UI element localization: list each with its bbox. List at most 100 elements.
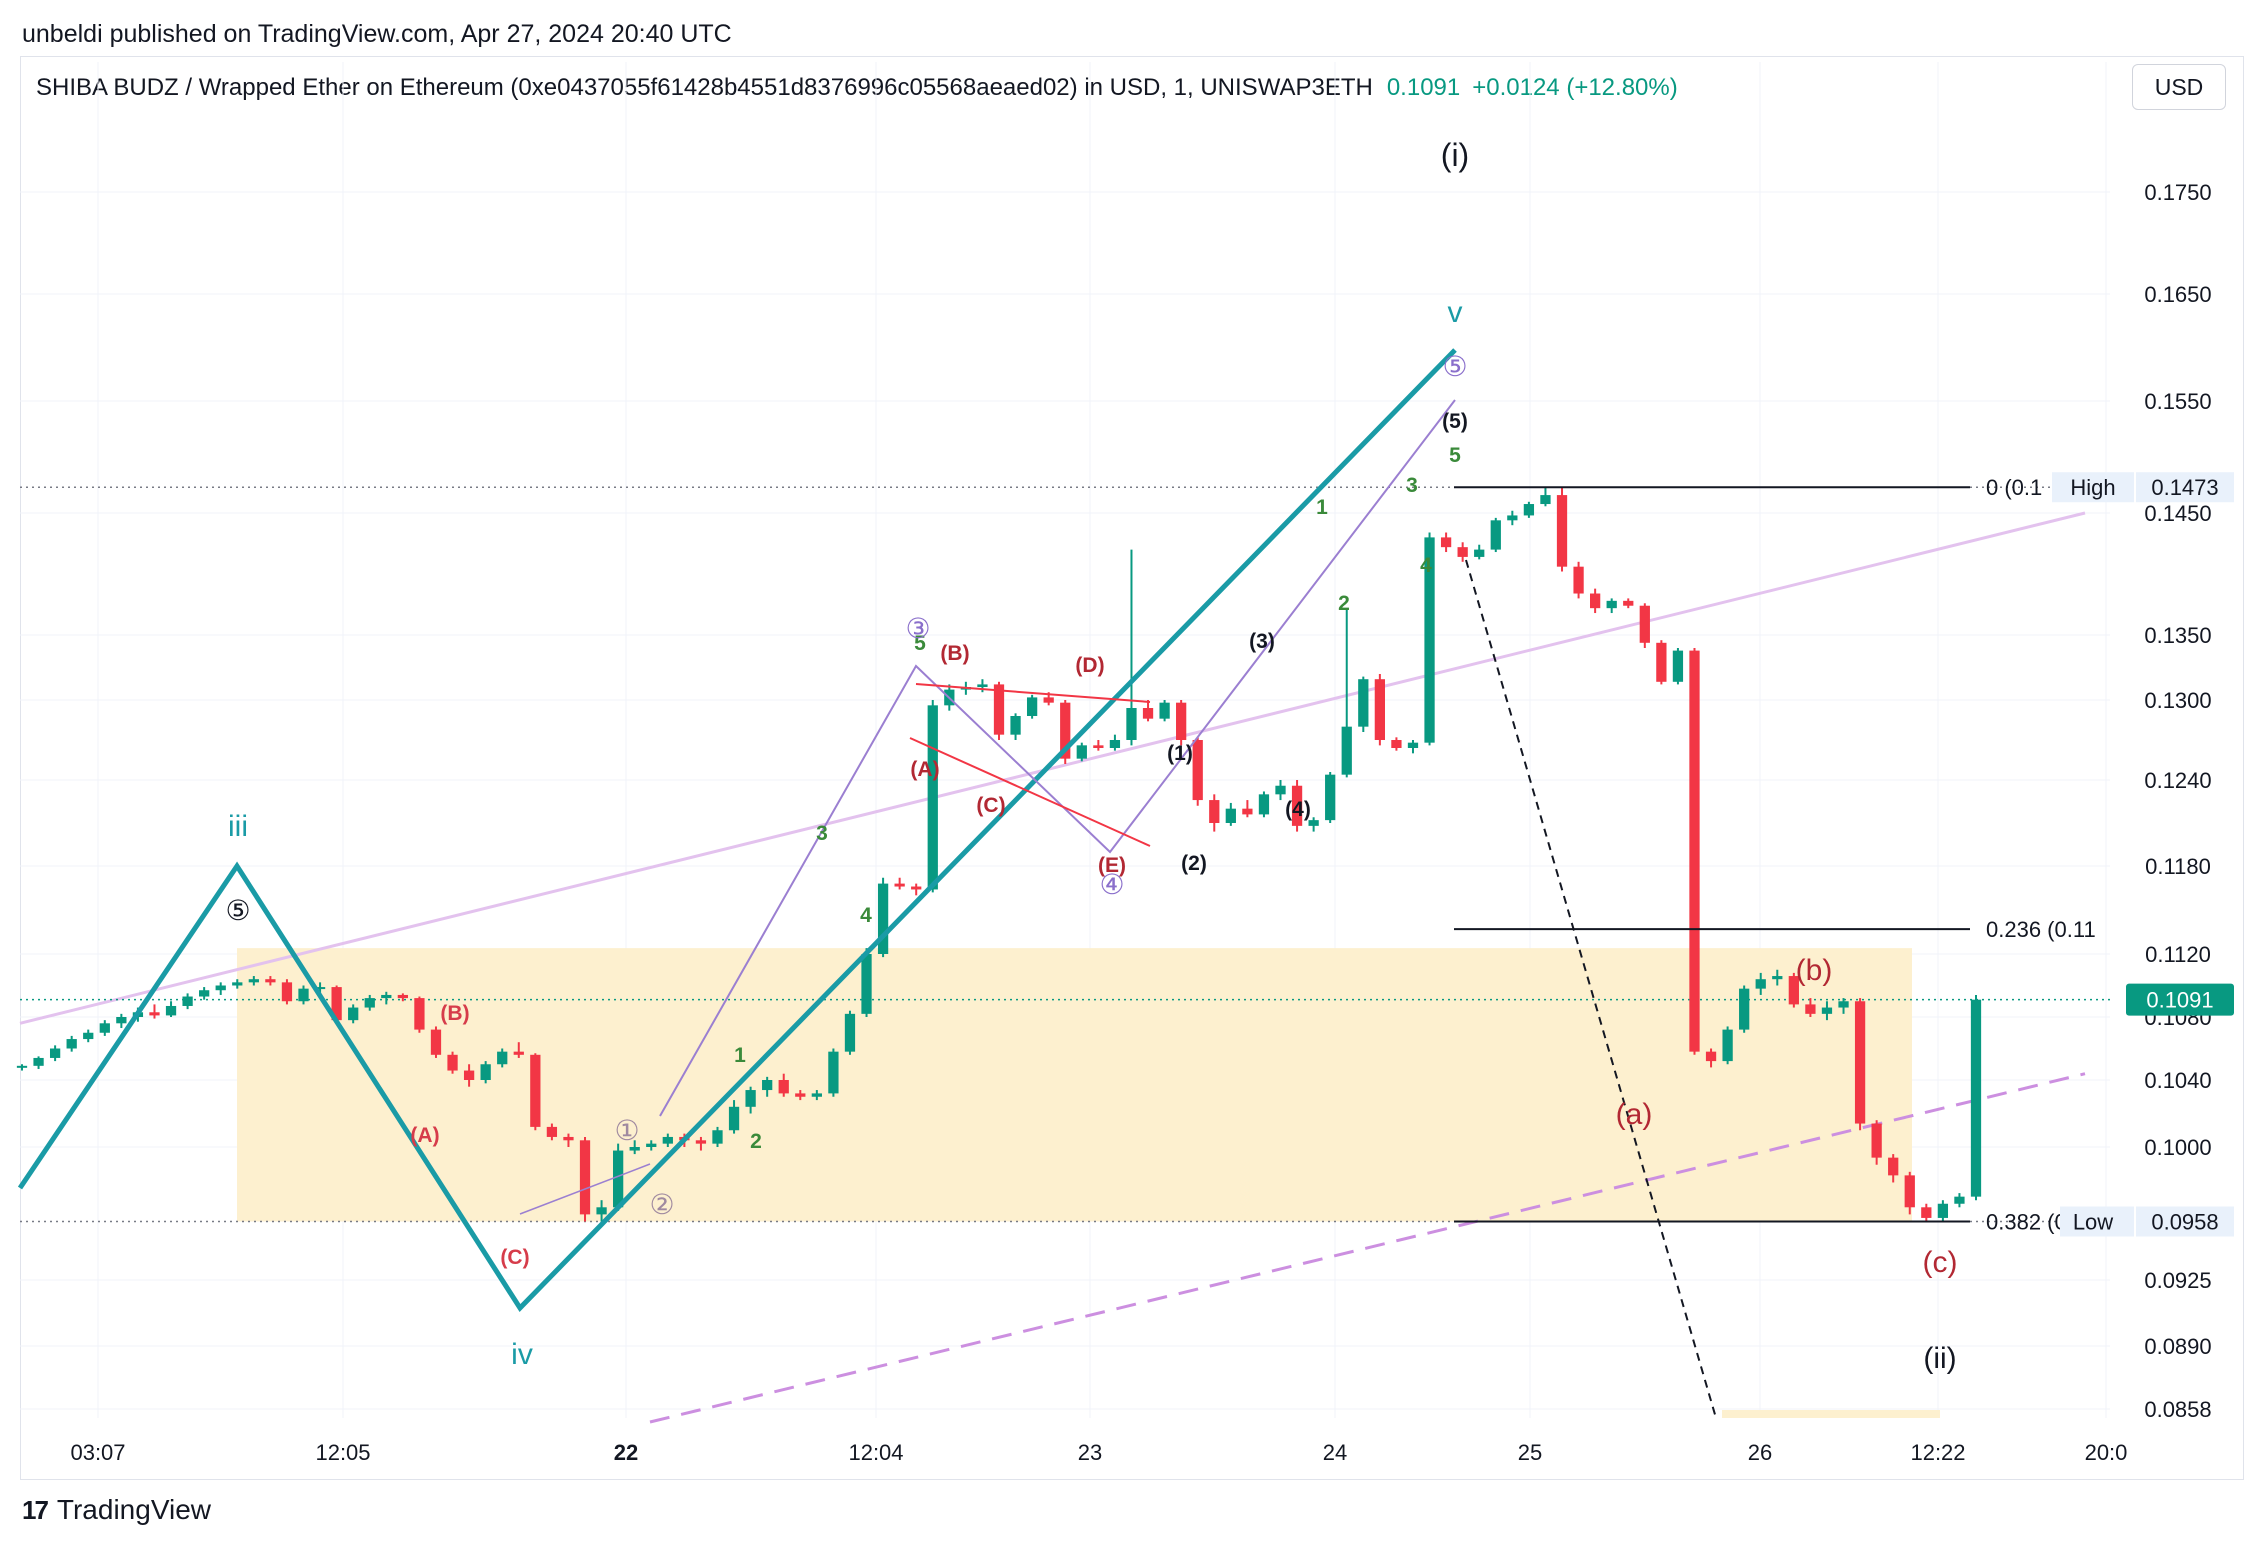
currency-button[interactable]: USD [2132, 64, 2226, 110]
wave-label: 5 [914, 632, 926, 655]
candle-body [116, 1017, 127, 1024]
candle-body [1474, 549, 1485, 557]
candle-body [348, 1007, 359, 1021]
candle-body [894, 883, 905, 887]
candle-body [1556, 495, 1568, 567]
y-tick-label: 0.0890 [2144, 1334, 2211, 1359]
wave-label: ② [649, 1189, 674, 1220]
candle-body [314, 987, 326, 990]
candle-body [1921, 1207, 1932, 1218]
candle-body [281, 982, 293, 1002]
candle-body [1821, 1007, 1833, 1014]
candle-body [662, 1136, 673, 1144]
candle-body [1109, 740, 1121, 748]
candle-body [1937, 1203, 1949, 1218]
candle-body [1325, 774, 1336, 821]
x-tick-label: 24 [1323, 1440, 1347, 1465]
candle-body [530, 1054, 541, 1127]
candle-body [16, 1065, 28, 1068]
candle-body [1275, 785, 1286, 795]
x-tick-label: 03:07 [70, 1440, 125, 1465]
candle-body [1391, 740, 1402, 748]
header-change: +0.0124 (+12.80%) [1472, 74, 1678, 101]
candle-body [1970, 999, 1982, 1197]
candle-body [613, 1150, 624, 1208]
candle-body [795, 1093, 806, 1097]
candle-body [265, 979, 276, 983]
last-price-tag-bg [2126, 983, 2234, 1016]
candle-body [1176, 702, 1187, 740]
candle-body [1424, 537, 1435, 743]
wave-label: ⑤ [1442, 351, 1467, 382]
candle-body [1440, 537, 1452, 548]
wave-label: (D) [1075, 654, 1104, 677]
x-tick-label: 23 [1078, 1440, 1102, 1465]
candle-body [248, 979, 259, 983]
brand-name: TradingView [56, 1494, 212, 1525]
candle-body [745, 1090, 756, 1107]
wave-label: ⑤ [225, 895, 250, 926]
candle-body [1590, 593, 1601, 609]
candle-body [232, 982, 243, 986]
candle-body [1291, 785, 1303, 826]
candle-body [1606, 600, 1617, 609]
wave-label: 1 [1316, 496, 1328, 519]
wave-label: (a) [1616, 1098, 1653, 1131]
candle-body [381, 994, 392, 999]
candle-body [1258, 794, 1270, 815]
wave-label: (C) [500, 1246, 529, 1269]
y-tick-label: 0.1350 [2144, 623, 2211, 648]
candle-body [199, 990, 210, 997]
wave-label: 1 [734, 1044, 746, 1067]
candle-body [911, 886, 922, 890]
wave-label: (3) [1249, 630, 1275, 653]
x-tick-label: 12:05 [315, 1440, 370, 1465]
y-tick-label: 0.1040 [2144, 1068, 2211, 1093]
candle-body [712, 1130, 723, 1144]
candle-body [33, 1057, 44, 1066]
candle-body [629, 1147, 640, 1151]
candle-body [49, 1048, 61, 1058]
candle-body [1689, 650, 1700, 1052]
candle-body [1772, 976, 1783, 980]
candle-body [1159, 702, 1170, 719]
wave-label: (B) [440, 1002, 469, 1025]
x-tick-label: 25 [1518, 1440, 1542, 1465]
candle-body [1490, 520, 1501, 550]
wave-label: v [1448, 296, 1463, 329]
candle-body [1871, 1123, 1882, 1158]
candle-body [497, 1051, 508, 1065]
wave-label: iii [228, 810, 248, 843]
candle-body [1093, 745, 1104, 748]
candle-body [149, 1012, 160, 1016]
symbol-header: SHIBA BUDZ / Wrapped Ether on Ethereum (… [36, 74, 1678, 102]
candle-body [99, 1023, 110, 1033]
wave-label: 4 [860, 904, 872, 927]
candle-body [1507, 515, 1518, 521]
tv-logo-icon: 17 [22, 1494, 49, 1525]
wave-label: (5) [1442, 410, 1468, 433]
candle-body [1639, 605, 1650, 643]
candle-body [695, 1140, 707, 1144]
triangle-upper-line [915, 683, 1151, 703]
elliott-wave-path [17, 348, 1457, 1312]
candle-body [1854, 1001, 1866, 1124]
candle-body [1043, 697, 1054, 703]
candle-body [1242, 808, 1253, 815]
candle-body [298, 988, 309, 1002]
high-value-label: 0.1473 [2151, 475, 2218, 500]
candle-body [1722, 1029, 1733, 1062]
candle-body [1705, 1051, 1717, 1062]
candle-body [811, 1093, 822, 1097]
symbol-title: SHIBA BUDZ / Wrapped Ether on Ethereum (… [36, 74, 1373, 101]
wave-label: ③ [905, 613, 930, 644]
candle-body [1755, 979, 1766, 989]
candle-body [778, 1080, 789, 1094]
y-tick-label: 0.1000 [2144, 1135, 2211, 1160]
last-price-tag: 0.1091 [2146, 988, 2213, 1013]
tradingview-logo[interactable]: 17 TradingView [22, 1494, 211, 1526]
y-tick-label: 0.1300 [2144, 688, 2211, 713]
low-tag-bg [2060, 1206, 2134, 1237]
x-tick-label: 12:04 [848, 1440, 903, 1465]
